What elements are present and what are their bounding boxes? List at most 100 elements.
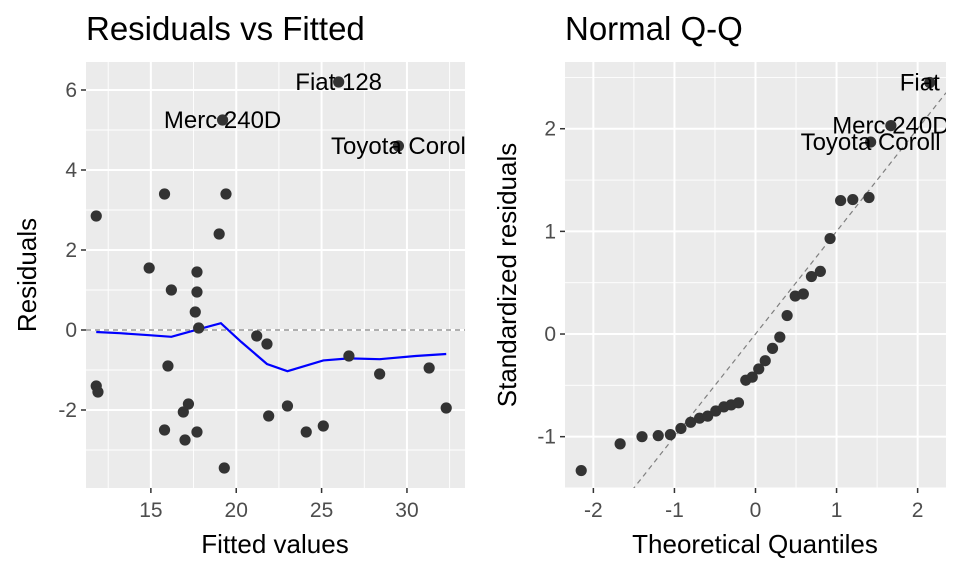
data-point xyxy=(261,338,273,350)
data-point xyxy=(191,426,203,438)
data-point xyxy=(675,422,687,435)
panel-title: Residuals vs Fitted xyxy=(86,10,365,47)
y-tick-label: -2 xyxy=(58,399,77,422)
data-point xyxy=(774,331,786,343)
y-tick-label: 0 xyxy=(544,323,556,346)
loess-smooth-line xyxy=(96,321,447,373)
reference-line xyxy=(633,92,946,488)
x-tick-label: -2 xyxy=(584,499,603,522)
x-tick-label: -1 xyxy=(665,499,684,522)
data-point xyxy=(814,265,826,278)
data-point xyxy=(92,386,104,398)
x-tick-label: 0 xyxy=(750,499,762,522)
data-point xyxy=(685,416,697,428)
data-points xyxy=(575,76,936,477)
x-tick-label: 2 xyxy=(912,499,924,522)
data-point xyxy=(177,406,189,418)
data-point xyxy=(182,398,195,410)
gridlines xyxy=(86,62,465,488)
data-point xyxy=(90,210,102,222)
smooth-line xyxy=(96,321,447,373)
data-point xyxy=(281,400,294,412)
y-tick-label: 4 xyxy=(65,159,77,182)
point-labels: Merc 240D Fiat 128 Toyota Corol xyxy=(164,69,466,160)
x-tick-label: 30 xyxy=(395,499,418,522)
point-label: Merc 240D xyxy=(832,113,949,140)
data-point xyxy=(652,430,664,442)
data-point xyxy=(220,188,232,200)
data-point xyxy=(805,270,818,283)
data-point xyxy=(162,360,174,372)
data-point xyxy=(333,76,345,88)
data-point xyxy=(575,464,587,477)
x-axis-ticks: 15 20 25 30 xyxy=(139,488,419,522)
gridlines xyxy=(565,62,946,489)
y-tick-label: 2 xyxy=(544,118,556,141)
data-point xyxy=(263,410,275,422)
data-point xyxy=(189,306,201,318)
data-point xyxy=(865,136,877,148)
x-tick-label: 25 xyxy=(310,499,333,522)
data-point xyxy=(165,284,177,296)
data-point xyxy=(746,371,758,383)
data-point xyxy=(191,286,203,298)
data-point xyxy=(924,76,936,89)
data-point xyxy=(216,114,229,126)
x-axis-title: Theoretical Quantiles xyxy=(632,529,878,559)
data-point xyxy=(863,191,875,204)
data-point xyxy=(781,309,793,322)
data-point xyxy=(797,288,809,300)
data-point xyxy=(835,194,847,207)
y-tick-label: 6 xyxy=(65,79,77,102)
point-label: Merc 240D xyxy=(164,107,281,134)
data-point xyxy=(251,330,263,342)
residuals-vs-fitted-panel: Residuals vs Fitted Merc 240D Fiat 128 Toy… xyxy=(12,10,466,559)
data-point xyxy=(218,462,230,474)
data-point xyxy=(753,363,765,375)
data-point xyxy=(179,434,191,446)
data-point xyxy=(143,262,155,274)
data-point xyxy=(191,266,203,278)
x-tick-label: 15 xyxy=(139,499,162,522)
y-axis-title: Residuals xyxy=(12,218,42,332)
data-point xyxy=(158,188,171,200)
data-point xyxy=(614,438,626,450)
data-point xyxy=(759,355,771,367)
data-point xyxy=(423,362,435,374)
point-label: Fiat 1 xyxy=(900,70,960,97)
point-label: Fiat 128 xyxy=(295,69,382,96)
data-point xyxy=(343,350,355,362)
x-axis-title: Fitted values xyxy=(201,529,348,559)
qq-reference-line xyxy=(633,92,946,488)
y-axis-title: Standardized residuals xyxy=(492,143,522,408)
data-point xyxy=(392,140,405,152)
panel-title: Normal Q-Q xyxy=(565,10,743,47)
data-point xyxy=(158,424,171,436)
x-axis-ticks: -2 -1 0 1 2 xyxy=(584,488,923,522)
y-tick-label: 0 xyxy=(65,319,77,342)
data-points xyxy=(90,76,452,474)
data-point xyxy=(374,368,386,380)
data-point xyxy=(317,420,329,432)
data-point xyxy=(193,322,205,334)
data-point xyxy=(732,397,745,409)
y-tick-label: 1 xyxy=(544,220,556,243)
data-point xyxy=(440,402,452,414)
data-point xyxy=(636,431,648,443)
y-axis-ticks: -2 0 2 4 6 xyxy=(58,79,86,422)
data-point xyxy=(766,342,779,354)
point-label: Toyota Coroll xyxy=(801,129,941,156)
data-point xyxy=(664,429,676,441)
x-tick-label: 20 xyxy=(225,499,248,522)
data-point xyxy=(702,410,714,422)
data-point xyxy=(213,228,225,240)
data-point xyxy=(824,232,836,245)
y-axis-ticks: -1 0 1 2 xyxy=(537,118,565,449)
data-point xyxy=(847,193,859,206)
x-tick-label: 1 xyxy=(831,499,843,522)
y-tick-label: -1 xyxy=(537,426,556,449)
point-label: Toyota Corol xyxy=(331,133,466,160)
